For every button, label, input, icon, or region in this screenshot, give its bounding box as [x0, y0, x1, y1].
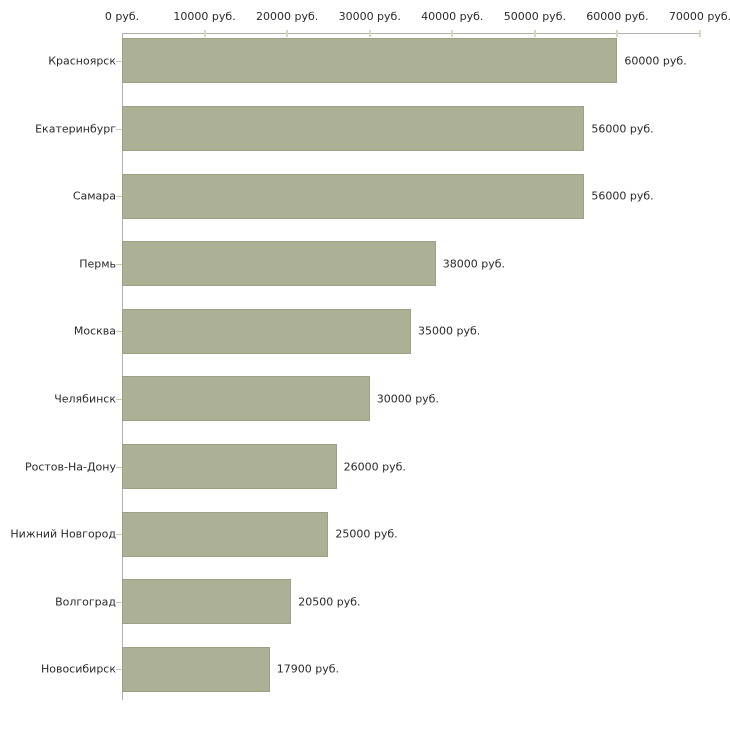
chart-rows: Красноярск 60000 руб. Екатеринбург 56000…	[0, 33, 730, 709]
value-label: 35000 руб.	[418, 324, 481, 338]
bar	[122, 308, 411, 354]
category-tick-dash	[116, 669, 122, 671]
x-axis-tick-label: 10000 руб.	[173, 10, 236, 23]
x-axis-tick-label: 70000 руб.	[668, 10, 730, 23]
bar-row: Красноярск 60000 руб.	[0, 33, 730, 101]
category-tick-dash	[116, 601, 122, 603]
x-axis-tick-mark	[451, 30, 454, 37]
bar-row: Москва 35000 руб.	[0, 303, 730, 371]
bar	[122, 511, 329, 557]
category-tick-dash	[116, 331, 122, 333]
y-axis-line	[122, 33, 123, 700]
x-axis-tick-mark	[368, 30, 371, 37]
category-label: Екатеринбург	[35, 122, 116, 136]
bar-row: Челябинск 30000 руб.	[0, 371, 730, 439]
x-axis-line	[122, 33, 701, 34]
bar-row: Пермь 38000 руб.	[0, 236, 730, 304]
value-label: 20500 руб.	[298, 595, 361, 609]
value-label: 26000 руб.	[343, 460, 406, 474]
category-tick-dash	[116, 398, 122, 400]
x-axis-tick-label: 40000 руб.	[421, 10, 484, 23]
category-label: Новосибирск	[40, 662, 116, 676]
category-tick-dash	[116, 263, 122, 265]
value-label: 56000 руб.	[591, 122, 654, 136]
bar	[122, 173, 585, 219]
value-label: 60000 руб.	[624, 54, 687, 68]
category-label: Москва	[73, 324, 116, 338]
value-label: 17900 руб.	[276, 662, 340, 676]
category-tick-dash	[116, 128, 122, 130]
bar-row: Волгоград 20500 руб.	[0, 574, 730, 642]
category-label: Челябинск	[54, 392, 116, 406]
x-axis-tick-label: 0 руб.	[104, 10, 140, 23]
category-label: Ростов-На-Дону	[24, 460, 116, 474]
bar	[122, 376, 370, 422]
bar	[122, 241, 436, 287]
value-label: 56000 руб.	[591, 189, 654, 203]
category-tick-dash	[116, 466, 122, 468]
value-label: 38000 руб.	[442, 257, 506, 271]
value-label: 30000 руб.	[376, 392, 439, 406]
value-label: 25000 руб.	[335, 527, 398, 541]
category-label: Самара	[72, 189, 116, 203]
bar-row: Самара 56000 руб.	[0, 168, 730, 236]
x-axis-tick-label: 50000 руб.	[503, 10, 566, 23]
category-label: Пермь	[79, 257, 116, 271]
x-axis-tick-mark	[203, 30, 206, 37]
bar	[122, 105, 585, 151]
category-label: Красноярск	[48, 54, 116, 68]
bar	[122, 443, 337, 489]
bar	[122, 579, 292, 625]
category-tick-dash	[116, 196, 122, 198]
bar-row: Новосибирск 17900 руб.	[0, 641, 730, 709]
category-tick-dash	[116, 534, 122, 536]
bar-row: Екатеринбург 56000 руб.	[0, 101, 730, 169]
bar	[122, 646, 270, 692]
bar-row: Нижний Новгород 25000 руб.	[0, 506, 730, 574]
x-axis-tick-label: 30000 руб.	[338, 10, 401, 23]
x-axis-tick-label: 60000 руб.	[586, 10, 649, 23]
category-tick-dash	[116, 61, 122, 62]
x-axis-tick-mark	[699, 30, 701, 37]
category-label: Нижний Новгород	[10, 527, 116, 541]
category-label: Волгоград	[55, 595, 116, 609]
bar-row: Ростов-На-Дону 26000 руб.	[0, 439, 730, 507]
bar	[122, 38, 618, 84]
x-axis-tick-label: 20000 руб.	[256, 10, 319, 23]
x-axis-tick-mark	[616, 30, 619, 37]
x-axis-tick-mark	[286, 30, 289, 37]
x-axis-tick-mark	[533, 30, 536, 37]
